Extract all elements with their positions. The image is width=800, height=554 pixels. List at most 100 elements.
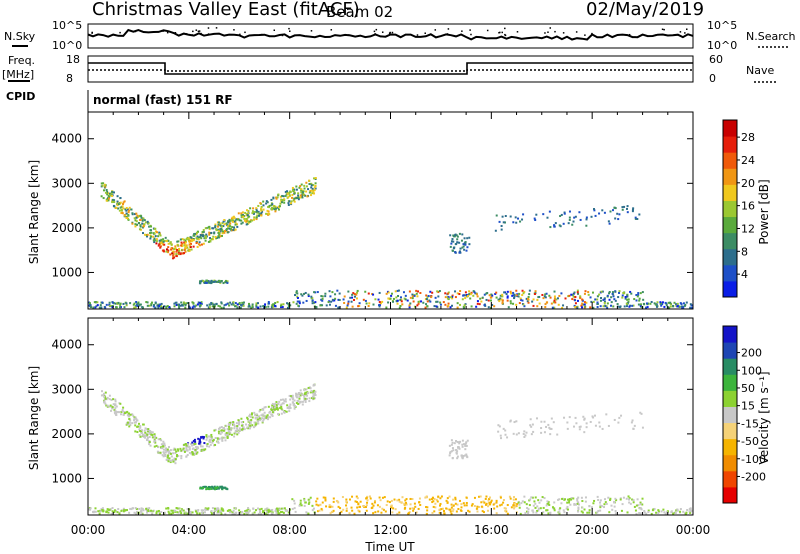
range-cell (226, 433, 229, 436)
range-cell (314, 291, 317, 294)
range-cell (570, 498, 573, 501)
range-cell (483, 501, 486, 504)
range-cell (256, 418, 259, 421)
range-cell (269, 416, 272, 419)
nave-trace (88, 69, 693, 72)
range-cell (214, 225, 217, 228)
range-cell (592, 300, 595, 303)
range-cell (449, 451, 452, 454)
range-cell (212, 235, 215, 238)
range-cell (499, 496, 502, 499)
range-cell (249, 207, 252, 210)
range-cell (272, 207, 275, 210)
colorbar-frame (722, 325, 738, 504)
range-cell (606, 302, 609, 305)
range-cell (260, 207, 263, 210)
range-cell (275, 197, 278, 200)
range-cell (192, 239, 195, 242)
range-cell (298, 395, 301, 398)
range-cell (625, 302, 628, 305)
range-cell (465, 501, 468, 504)
range-cell (226, 435, 229, 438)
range-cell (490, 501, 493, 504)
range-cell (464, 297, 467, 300)
range-cell (351, 509, 354, 512)
range-cell (261, 420, 264, 423)
range-cell (193, 234, 196, 237)
range-cell (108, 398, 111, 401)
velocity-panel-frame (87, 317, 694, 516)
range-cell (114, 410, 117, 413)
range-cell (153, 303, 156, 306)
range-cell (660, 304, 663, 307)
range-cell (247, 508, 250, 511)
range-cell (474, 292, 477, 295)
range-cell (249, 422, 252, 425)
range-cell (221, 438, 224, 441)
range-cell (275, 207, 278, 210)
range-cell (613, 418, 616, 421)
range-cell (234, 219, 237, 222)
range-cell (136, 419, 139, 422)
range-cell (419, 503, 422, 506)
range-cell (116, 200, 119, 203)
range-cell (620, 414, 623, 417)
range-cell (193, 233, 196, 236)
range-cell (270, 413, 273, 416)
range-cell (657, 509, 660, 512)
range-cell (312, 184, 315, 187)
range-cell (266, 201, 269, 204)
range-cell (220, 225, 223, 228)
range-cell (393, 498, 396, 501)
range-cell (440, 508, 443, 511)
range-cell (274, 305, 277, 308)
range-cell (248, 220, 251, 223)
range-cell (458, 250, 461, 253)
range-cell (303, 504, 306, 507)
range-cell (106, 190, 109, 193)
range-cell (609, 304, 612, 307)
range-cell (221, 508, 224, 511)
range-cell (223, 223, 226, 226)
range-cell (185, 455, 188, 458)
range-cell (265, 415, 268, 418)
range-cell (417, 290, 420, 293)
range-cell (297, 194, 300, 197)
range-cell (529, 424, 532, 427)
range-cell (202, 229, 205, 232)
range-cell (629, 502, 632, 505)
range-cell (215, 509, 218, 512)
colorbar-segment (723, 374, 737, 391)
range-cell (227, 220, 230, 223)
range-cell (436, 300, 439, 303)
range-cell (651, 509, 654, 512)
range-cell (158, 239, 161, 242)
range-cell (163, 444, 166, 447)
nsearch-dot (562, 32, 565, 34)
range-cell (262, 305, 265, 308)
range-cell (553, 225, 556, 228)
range-cell (125, 212, 128, 215)
range-cell (594, 414, 597, 417)
range-cell (583, 431, 586, 434)
range-cell (285, 509, 288, 512)
range-cell (321, 299, 324, 302)
range-cell (198, 512, 201, 515)
nsearch-dot (166, 31, 169, 34)
range-cell (198, 305, 201, 308)
range-cell (200, 237, 203, 240)
range-cell (486, 509, 489, 512)
colorbar-segment (723, 438, 737, 456)
range-cell (316, 510, 319, 513)
y-tick-label: 1000 (51, 265, 82, 279)
range-cell (543, 431, 546, 434)
range-cell (129, 302, 132, 305)
range-cell (111, 194, 114, 197)
range-cell (200, 436, 203, 439)
range-cell (513, 297, 516, 300)
range-cell (600, 297, 603, 300)
range-cell (425, 512, 428, 515)
range-cell (106, 197, 109, 200)
range-cell (184, 442, 187, 445)
range-cell (287, 203, 290, 206)
